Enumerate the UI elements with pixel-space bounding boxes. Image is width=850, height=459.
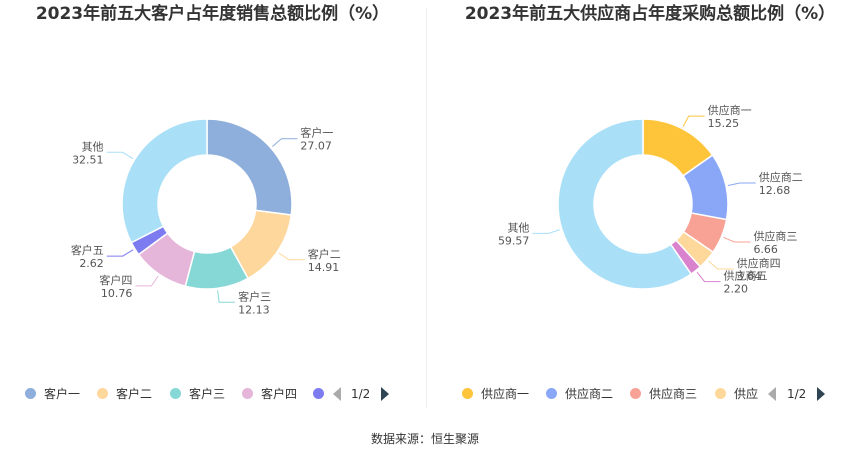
slice-value-label: 14.91 bbox=[308, 261, 340, 274]
data-source-note: 数据来源：恒生聚源 bbox=[370, 432, 479, 446]
chart-title: 2023年前五大客户占年度销售总额比例（%） bbox=[35, 4, 390, 24]
legend-marker bbox=[715, 388, 726, 399]
legend-label: 供应商三 bbox=[649, 387, 698, 401]
panel-divider bbox=[426, 8, 427, 408]
legend-item[interactable] bbox=[313, 384, 332, 404]
legend-label: 客户四 bbox=[261, 387, 298, 401]
legend-marker bbox=[546, 388, 557, 399]
legend-marker bbox=[25, 388, 36, 399]
label-leader-line bbox=[682, 115, 705, 128]
donut-segment[interactable] bbox=[557, 118, 693, 290]
legend-item[interactable]: 供应商三 bbox=[630, 384, 697, 404]
label-leader-line bbox=[217, 290, 236, 303]
label-leader-line bbox=[723, 236, 751, 243]
label-leader-line bbox=[278, 252, 305, 261]
legend-item[interactable]: 供应商二 bbox=[546, 384, 613, 404]
legend-label: 客户一 bbox=[44, 387, 81, 401]
label-leader-line bbox=[696, 271, 721, 283]
legend-item[interactable]: 客户四 bbox=[242, 384, 297, 404]
slice-label: 供应商二 bbox=[759, 170, 803, 184]
slice-value-label: 3.64 bbox=[737, 270, 762, 283]
legend-marker bbox=[170, 388, 181, 399]
slice-value-label: 10.76 bbox=[101, 287, 133, 300]
legend-item[interactable]: 供应 bbox=[715, 384, 758, 404]
label-leader-line bbox=[727, 182, 756, 186]
slice-label: 客户三 bbox=[238, 289, 271, 303]
legend-item[interactable]: 客户三 bbox=[170, 384, 225, 404]
slice-label: 客户五 bbox=[71, 243, 104, 257]
slice-value-label: 6.66 bbox=[753, 243, 778, 256]
slice-value-label: 27.07 bbox=[300, 140, 332, 153]
slice-value-label: 59.57 bbox=[498, 234, 530, 247]
legend-label: 客户三 bbox=[189, 387, 226, 401]
chart-title: 2023年前五大供应商占年度采购总额比例（%） bbox=[464, 4, 836, 24]
legend-next-page-arrow-icon[interactable] bbox=[381, 387, 389, 401]
slice-label: 客户四 bbox=[99, 273, 132, 287]
legend-item[interactable]: 供应商一 bbox=[462, 384, 529, 404]
legend-next-page-arrow-icon[interactable] bbox=[817, 387, 825, 401]
slice-value-label: 2.20 bbox=[724, 283, 749, 296]
label-leader-line bbox=[708, 260, 734, 270]
legend-marker bbox=[313, 388, 324, 399]
slice-label: 供应商四 bbox=[737, 256, 781, 270]
slice-value-label: 2.62 bbox=[79, 257, 104, 270]
legend-label: 客户二 bbox=[116, 387, 153, 401]
legend-item[interactable]: 客户二 bbox=[97, 384, 152, 404]
label-leader-line bbox=[106, 249, 134, 257]
legend-label: 供应商一 bbox=[481, 387, 530, 401]
legend-prev-page-arrow-icon[interactable] bbox=[768, 387, 776, 401]
supplier-chart-panel: 2023年前五大供应商占年度采购总额比例（%） 供应商一 15.25 供应商二 12.… bbox=[425, 0, 850, 410]
slice-value-label: 32.51 bbox=[72, 153, 104, 166]
donut-segment[interactable] bbox=[121, 118, 208, 244]
slice-label: 供应商一 bbox=[708, 103, 752, 117]
slice-value-label: 12.68 bbox=[759, 184, 791, 197]
legend-item[interactable]: 客户一 bbox=[25, 384, 80, 404]
slice-value-label: 12.13 bbox=[238, 303, 270, 316]
label-leader-line bbox=[532, 229, 561, 234]
legend-marker bbox=[462, 388, 473, 399]
slice-label: 供应商五 bbox=[724, 269, 768, 283]
legend-marker bbox=[242, 388, 253, 399]
legend-prev-page-arrow-icon[interactable] bbox=[333, 387, 341, 401]
slice-label: 客户一 bbox=[300, 126, 333, 140]
slice-value-label: 15.25 bbox=[708, 117, 740, 130]
legend-page-indicator: 1/2 bbox=[787, 387, 807, 401]
label-leader-line bbox=[272, 138, 298, 147]
legend-marker bbox=[97, 388, 108, 399]
label-leader-line bbox=[135, 275, 159, 287]
legend-page-indicator: 1/2 bbox=[351, 387, 371, 401]
legend-label: 供应商二 bbox=[565, 387, 614, 401]
legend-marker bbox=[630, 388, 641, 399]
customer-chart-panel: 2023年前五大客户占年度销售总额比例（%） 客户一 27.07 客户二 14.91 客… bbox=[0, 0, 425, 410]
legend-label: 供应 bbox=[734, 387, 759, 401]
label-leader-line bbox=[106, 151, 134, 159]
slice-label: 其他 bbox=[507, 221, 529, 234]
slice-label: 供应商三 bbox=[753, 229, 797, 243]
chart-legend: 客户一 客户二 客户三 客户四 1/2 bbox=[0, 384, 425, 404]
slice-label: 其他 bbox=[82, 140, 104, 153]
chart-legend: 供应商一 供应商二 供应商三 供应 1/2 bbox=[425, 384, 850, 404]
slice-label: 客户二 bbox=[308, 247, 341, 261]
donut-segment[interactable] bbox=[206, 118, 293, 216]
